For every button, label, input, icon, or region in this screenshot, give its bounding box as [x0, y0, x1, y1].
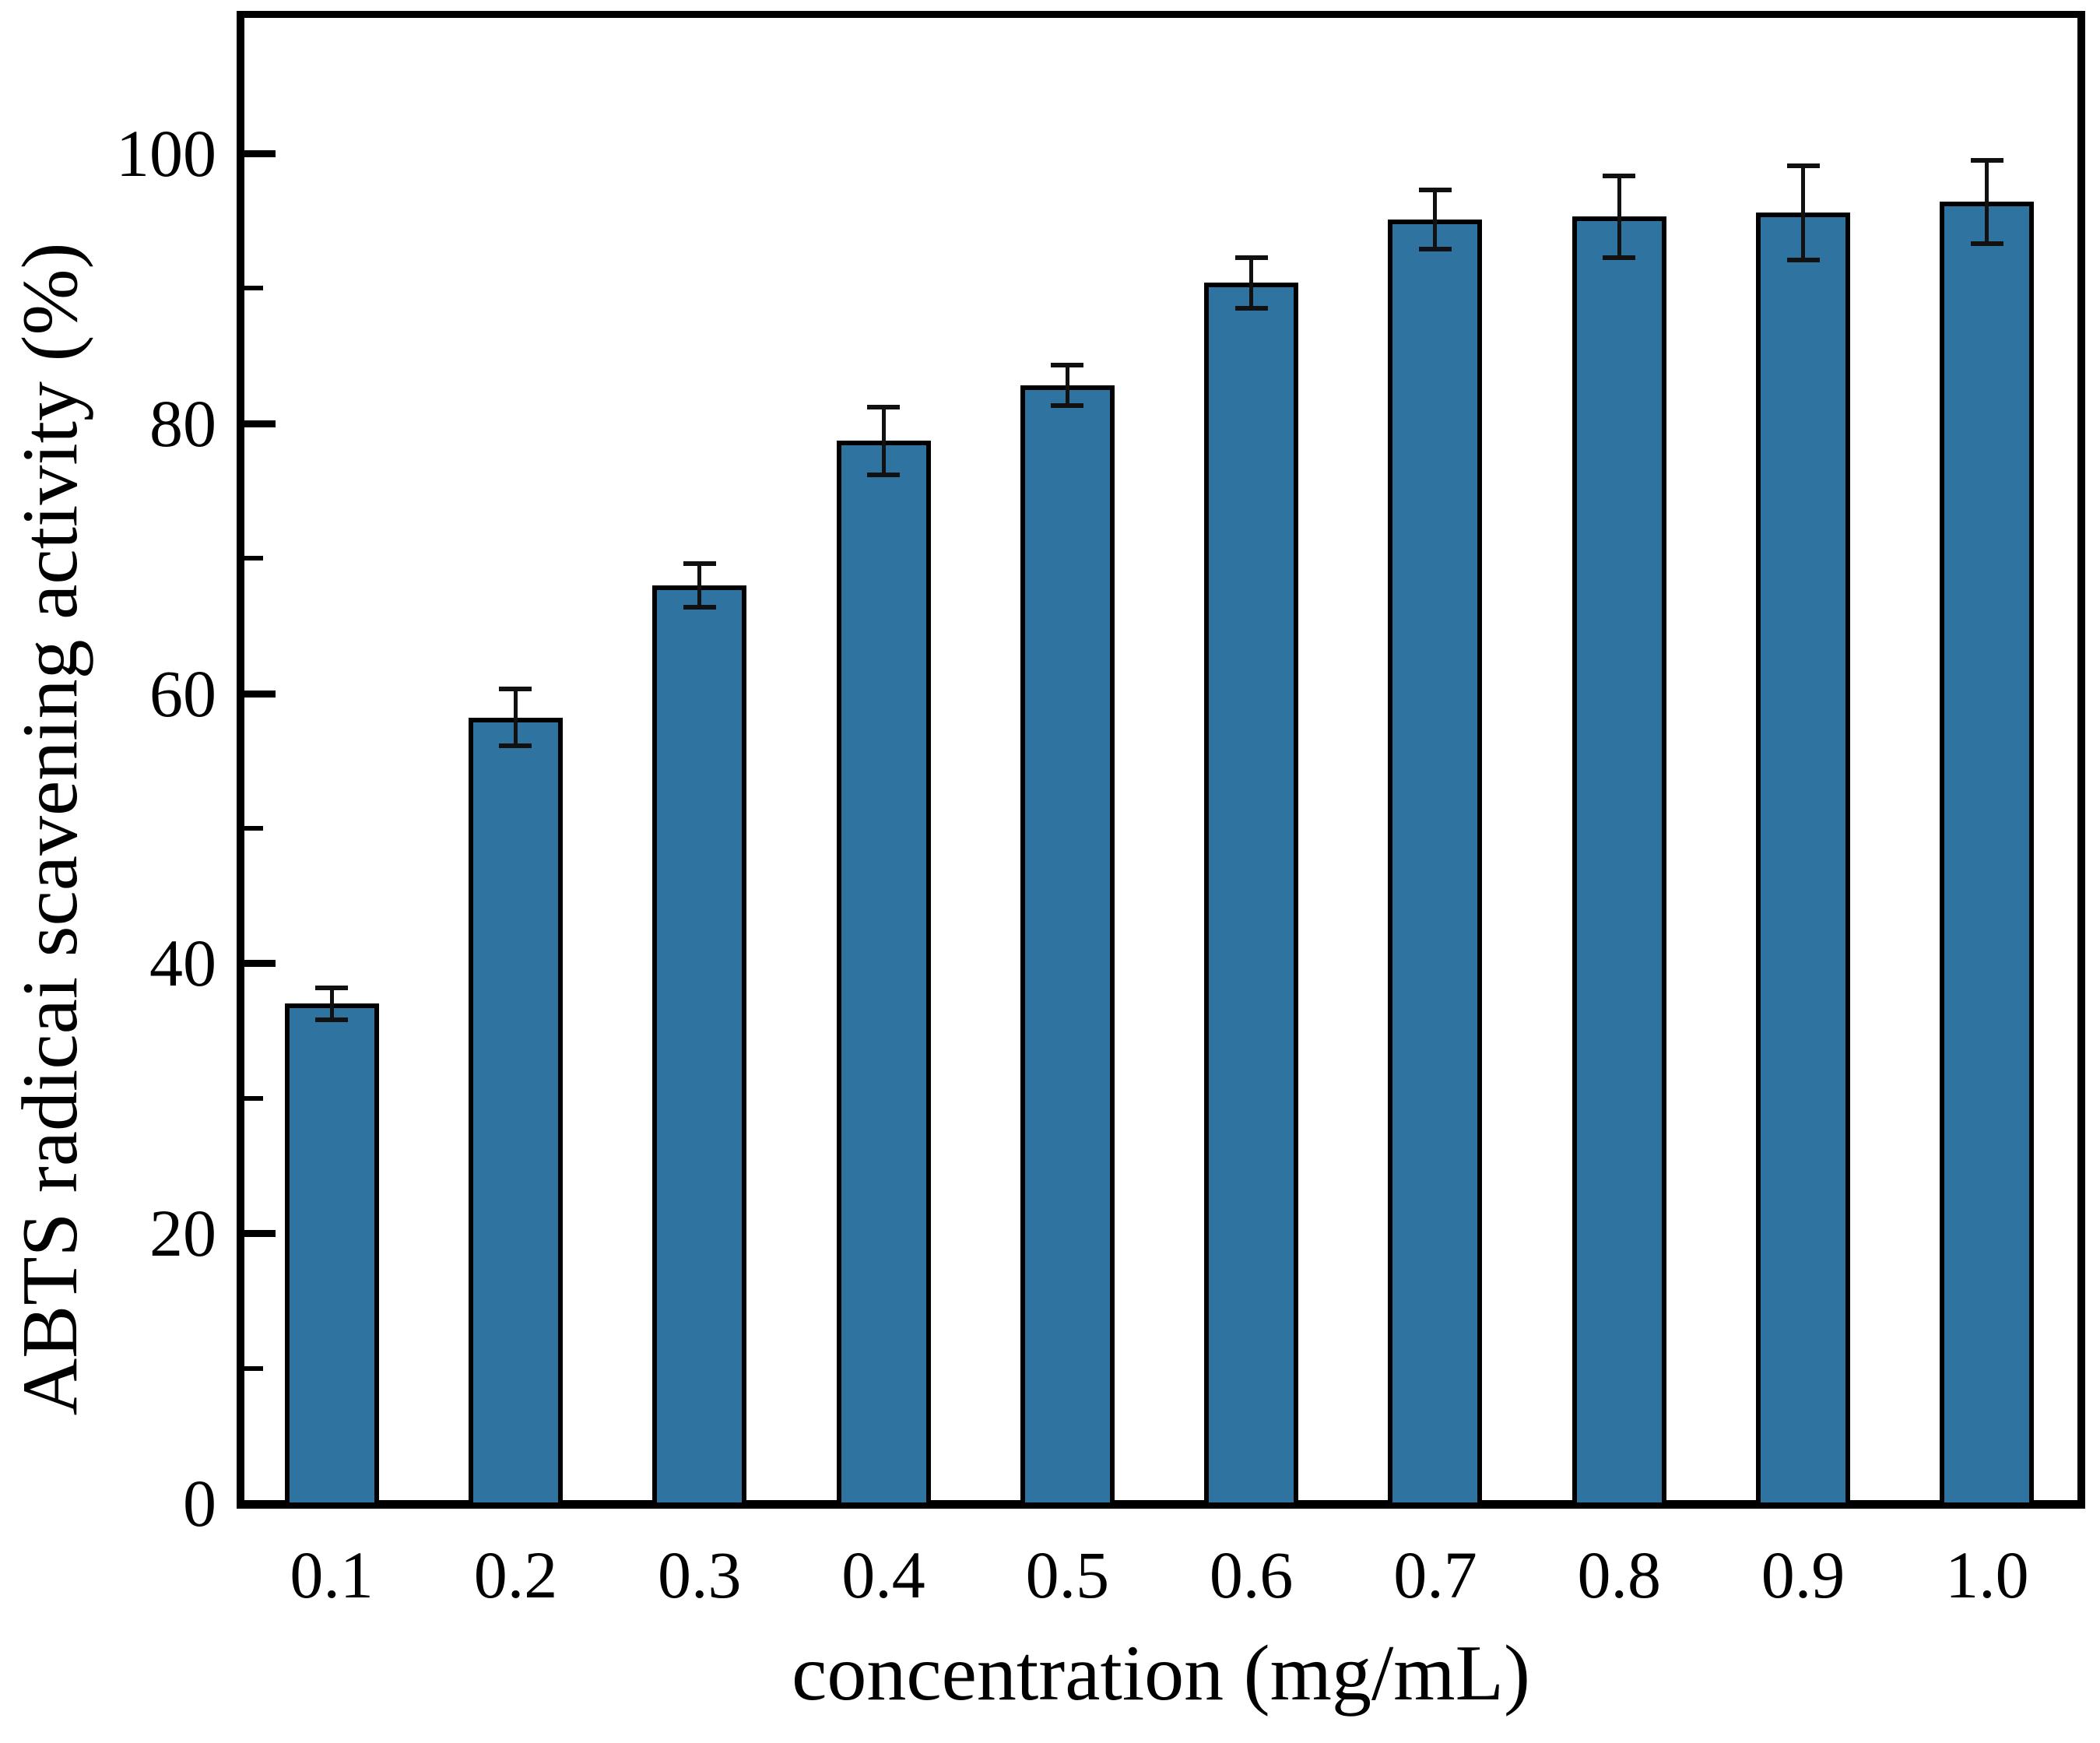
- x-axis-title: concentration (mg/mL): [792, 1629, 1530, 1717]
- plot-frame-left: [237, 11, 244, 1509]
- error-bar-cap-bottom: [1051, 403, 1084, 409]
- error-bar-stem: [513, 689, 518, 747]
- y-tick-label: 40: [149, 926, 216, 1001]
- error-bar-cap-top: [315, 985, 349, 990]
- error-bar-stem: [329, 987, 334, 1021]
- error-bar-cap-bottom: [867, 472, 901, 477]
- plot-frame-bottom: [237, 1500, 2085, 1509]
- bar: [836, 441, 931, 1507]
- y-minor-tick: [244, 1365, 263, 1371]
- error-bar-stem: [1801, 165, 1806, 260]
- error-bar-cap-top: [1418, 187, 1452, 192]
- y-major-tick: [244, 1230, 276, 1238]
- bar: [1940, 202, 2035, 1507]
- x-tick-label: 0.7: [1393, 1537, 1477, 1612]
- error-bar-stem: [697, 564, 702, 607]
- error-bar-stem: [1617, 176, 1621, 258]
- x-tick-label: 0.6: [1209, 1537, 1294, 1612]
- error-bar-cap-top: [1051, 363, 1084, 368]
- plot-frame-right: [2077, 11, 2085, 1509]
- y-major-tick: [244, 420, 276, 427]
- error-bar-stem: [1985, 160, 1989, 244]
- y-major-tick: [244, 150, 276, 157]
- x-tick-label: 0.8: [1577, 1537, 1662, 1612]
- bar: [1756, 213, 1851, 1507]
- error-bar-stem: [1433, 189, 1438, 250]
- x-tick-label: 0.3: [658, 1537, 742, 1612]
- y-major-tick: [244, 690, 276, 698]
- bar: [1571, 216, 1666, 1507]
- error-bar-cap-bottom: [1603, 255, 1636, 260]
- y-major-tick: [244, 960, 276, 968]
- bar: [652, 585, 747, 1507]
- plot-frame-top: [237, 11, 2085, 18]
- bar: [1020, 385, 1115, 1507]
- error-bar-stem: [1065, 365, 1069, 406]
- x-tick-label: 0.2: [473, 1537, 558, 1612]
- y-minor-tick: [244, 826, 263, 831]
- bar: [1388, 219, 1483, 1507]
- error-bar-cap-top: [499, 687, 532, 692]
- y-minor-tick: [244, 286, 263, 291]
- error-bar-cap-top: [1970, 157, 2003, 163]
- y-tick-label: 60: [149, 655, 216, 731]
- error-bar-cap-top: [1786, 163, 1820, 168]
- y-minor-tick: [244, 1095, 263, 1101]
- error-bar-cap-bottom: [499, 743, 532, 749]
- error-bar-cap-bottom: [683, 604, 716, 610]
- error-bar-cap-top: [1603, 174, 1636, 179]
- x-tick-label: 0.1: [290, 1537, 374, 1612]
- y-tick-label: 100: [116, 116, 216, 191]
- y-major-tick: [244, 1500, 276, 1507]
- bar: [468, 717, 563, 1507]
- error-bar-stem: [881, 406, 886, 475]
- y-tick-label: 80: [149, 385, 216, 461]
- bar: [1204, 283, 1299, 1507]
- error-bar-cap-bottom: [1970, 241, 2003, 247]
- error-bar-cap-top: [683, 561, 716, 567]
- y-tick-label: 0: [183, 1466, 216, 1541]
- error-bar-cap-top: [1234, 255, 1268, 260]
- y-tick-label: 20: [149, 1196, 216, 1271]
- error-bar-cap-bottom: [315, 1017, 349, 1023]
- x-tick-label: 0.4: [841, 1537, 925, 1612]
- error-bar-cap-bottom: [1786, 257, 1820, 262]
- error-bar-cap-top: [867, 404, 901, 409]
- x-tick-label: 0.9: [1761, 1537, 1845, 1612]
- x-tick-label: 1.0: [1945, 1537, 2029, 1612]
- bar: [284, 1003, 379, 1507]
- x-tick-label: 0.5: [1025, 1537, 1110, 1612]
- error-bar-cap-bottom: [1418, 247, 1452, 252]
- error-bar-stem: [1249, 257, 1254, 309]
- y-axis-title: ABTS radicai scavening activity (%): [6, 242, 94, 1416]
- error-bar-cap-bottom: [1234, 306, 1268, 311]
- y-minor-tick: [244, 556, 263, 561]
